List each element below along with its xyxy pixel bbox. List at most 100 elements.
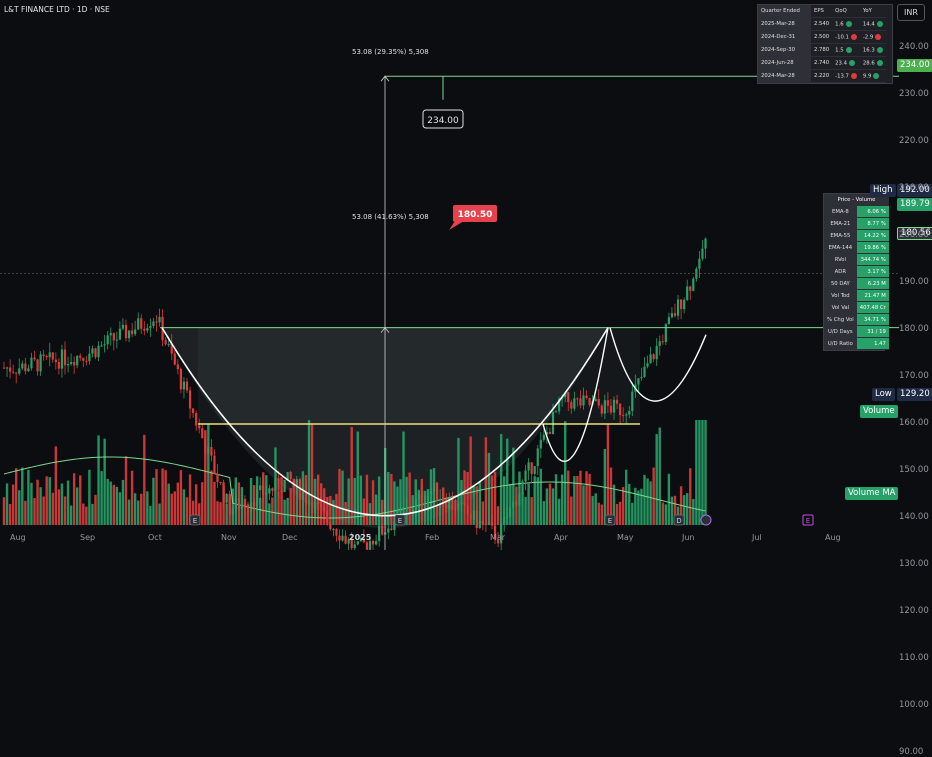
overlays: 53.08 (29.35%) 5,308 53.08 (41.63%) 5,308… [0,48,899,550]
volume-bar [85,506,88,525]
volume-bar [399,479,402,525]
candle-body [338,535,341,541]
candle-body [490,523,494,526]
volume-bar [548,483,552,525]
time-tick: Aug [825,533,841,542]
candle-body [109,333,112,336]
volume-bar [564,421,567,525]
candle-body [362,538,365,543]
candle-body [256,490,259,506]
candle-body [524,470,527,482]
volume-bar [57,489,61,525]
volume-bar [18,490,21,525]
target-box-label: 234.00 [427,116,459,126]
candle-body [12,371,15,373]
candle-body [426,495,430,504]
table-cell: 1.6 [832,17,860,31]
price-chart[interactable]: 53.08 (29.35%) 5,308 53.08 (41.63%) 5,308… [0,0,932,550]
candle-body [283,479,286,492]
time-tick: Aug [10,533,26,542]
candle-body [57,361,60,369]
candle-body [85,360,88,362]
volume-bar [191,500,195,525]
volume-bar [664,504,668,525]
candle-body [185,381,189,391]
volume-bar [268,503,271,525]
volume-bar [499,434,503,525]
volume-bar [573,476,576,525]
table-cell: 28.6 [859,56,886,70]
measure-arrow-mid [380,327,390,333]
volume-bar [60,483,64,525]
volume-bar [356,431,359,525]
volume-bar [94,494,97,525]
candle-body [670,313,674,318]
volume-bar [542,501,546,525]
candle-body [622,415,625,417]
target-price-tag: 234.00 [897,59,932,72]
volume-bar [631,502,634,525]
volume-bar [530,497,533,525]
last-price-tag: 189.79 [897,198,932,211]
table-cell: 2.540 [811,17,833,31]
volume-bar [701,420,704,525]
stats-value: 34.71 % [856,313,889,326]
candle-body [597,399,600,406]
volume-bar [207,423,210,525]
candle-body [253,502,256,506]
candle-body [97,345,100,358]
candle-body [198,425,201,429]
table-cell: 16.3 [859,43,886,57]
candle-body [231,508,234,515]
table-cell: 2024-Jun-28 [758,56,811,70]
candle-body [240,503,243,509]
price-tick: 190.00 [899,277,929,287]
breakout-price-tag: 180.56 [897,227,932,240]
volume-bar [478,481,481,525]
volume-label: Volume [860,405,898,418]
volume-bar [8,503,12,525]
volume-bar [435,506,439,525]
volume-bar [66,480,70,525]
table-row: 2024-Jun-28 2.740 23.4 28.6 [758,56,886,70]
currency-button[interactable]: INR [897,4,925,21]
measure-top-label: 53.08 (29.35%) 5,308 [352,48,429,56]
candle-body [436,482,439,500]
candle-body [439,498,442,500]
candle-body [658,341,661,346]
candle-body [76,355,79,366]
table-cell: 2.220 [811,69,833,83]
price-tick: 120.00 [899,606,929,616]
volume-bar [201,482,204,525]
candle-body [551,412,555,434]
candle-body [167,343,170,345]
candle-body [155,321,158,323]
volume-bar [408,472,411,525]
candle-body [295,479,298,485]
stats-value: 19.86 % [856,241,889,254]
candle-body [521,481,524,495]
volume-bar [204,430,207,525]
stats-key: EMA-8 [824,205,857,218]
time-tick: Apr [554,533,568,542]
volume-bar [216,501,219,525]
handle-curve-1 [542,327,609,462]
volume-bar [387,472,390,525]
volume-bar [137,500,140,525]
volume-bar [371,480,375,525]
table-cell: 2.780 [811,43,833,57]
volume-bar [286,497,289,525]
event-marker-icon [189,514,201,526]
candle-body [274,478,277,491]
candle-body [594,399,597,402]
time-tick: Feb [425,533,440,542]
volume-bar [472,485,475,525]
candle-body [405,507,408,510]
stats-row: Vol Val 407.48 Cr [824,301,889,314]
candle-body [411,510,414,512]
candle-body [558,398,561,412]
volume-bar [579,470,582,525]
volume-bar [149,505,152,525]
table-cell: 2024-Dec-31 [758,30,811,44]
candle-body [79,355,82,358]
